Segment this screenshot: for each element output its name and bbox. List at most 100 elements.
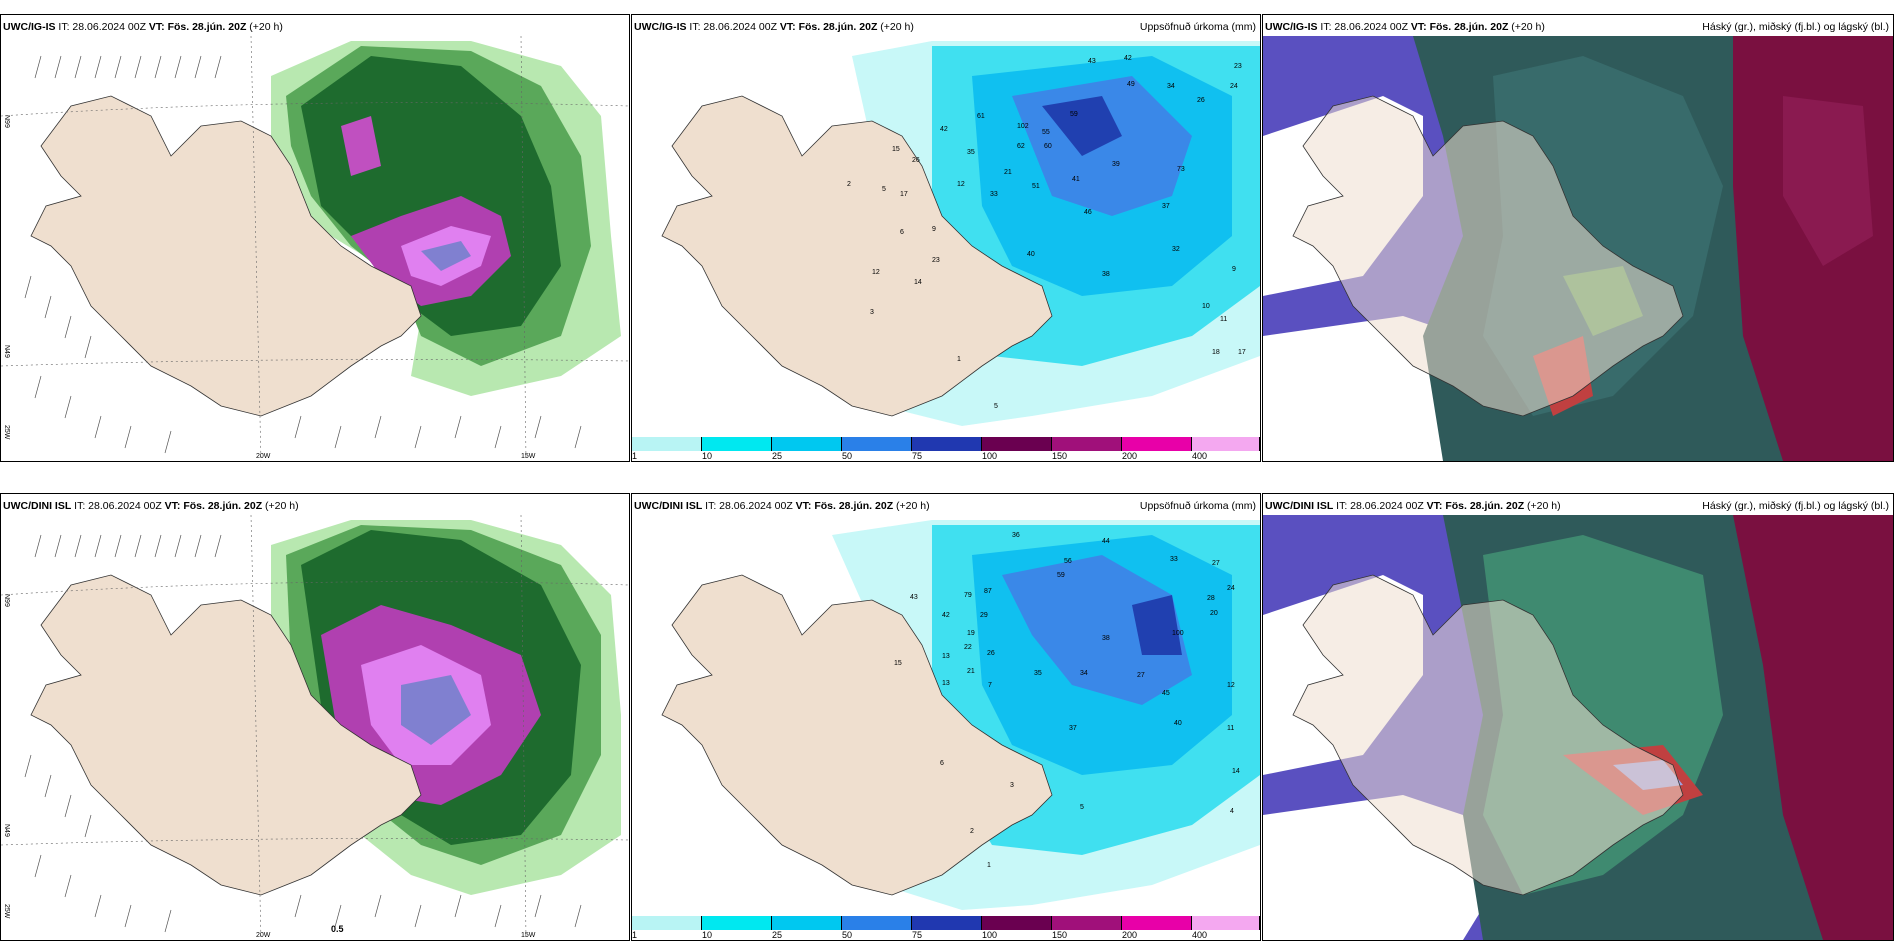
colorbar-swatch	[1192, 916, 1260, 930]
precip-value: 9	[1232, 266, 1236, 273]
precip-map: 36 44 33 27 24 28 20 56 59 87 79 43 42 1…	[632, 515, 1260, 915]
precip-value: 12	[957, 181, 965, 188]
panel-header: UWC/DINI ISL IT: 28.06.2024 00Z VT: Fös.…	[3, 500, 299, 512]
colorbar-label: 50	[842, 930, 853, 940]
precip-value: 5	[882, 186, 886, 193]
colorbar-swatch	[842, 437, 912, 451]
precip-value: 1	[957, 356, 961, 363]
colorbar-swatch	[702, 437, 772, 451]
precip-value: 17	[900, 191, 908, 198]
precip-value: 60	[1044, 143, 1052, 150]
precip-value: 9	[932, 226, 936, 233]
lat-label-mid: N49	[3, 345, 10, 358]
precip-value: 33	[1170, 556, 1178, 563]
colorbar-label: 150	[1052, 930, 1068, 940]
precip-value: 29	[980, 612, 988, 619]
precip-value: 37	[1069, 725, 1077, 732]
colorbar-swatch	[702, 916, 772, 930]
colorbar-swatch	[912, 916, 982, 930]
colorbar-label: 100	[982, 930, 998, 940]
lat-label-mid: N49	[3, 824, 10, 837]
precip-value: 21	[967, 668, 975, 675]
precip-value: 35	[1034, 670, 1042, 677]
precip-value: 79	[964, 592, 972, 599]
precip-value: 59	[1070, 111, 1078, 118]
precip-value: 56	[1064, 558, 1072, 565]
precip-value: 21	[1004, 169, 1012, 176]
precip-value: 55	[1042, 129, 1050, 136]
extra-value-label: 0.5	[331, 924, 344, 934]
precip-value: 42	[940, 126, 948, 133]
precip-value: 1	[987, 862, 991, 869]
precip-value: 51	[1032, 183, 1040, 190]
precip-value: 26	[987, 650, 995, 657]
precip-value: 19	[967, 630, 975, 637]
lat-label-top: N99	[3, 115, 10, 128]
precip-value: 33	[990, 191, 998, 198]
lon-label-right: 15W	[521, 453, 536, 460]
lon-label-left: 20W	[256, 932, 271, 939]
lon-label-left: 20W	[256, 453, 271, 460]
cloud-map	[1263, 36, 1893, 461]
precip-value: 34	[1080, 670, 1088, 677]
precip-value: 3	[870, 309, 874, 316]
colorbar-swatch	[842, 916, 912, 930]
precip-value: 6	[940, 760, 944, 767]
precip-value: 46	[1084, 209, 1092, 216]
colorbar-label: 1	[632, 930, 638, 940]
precip-value: 27	[1137, 672, 1145, 679]
precip-value: 37	[1162, 203, 1170, 210]
colorbar-label: 400	[1192, 451, 1208, 461]
precip-value: 41	[1072, 176, 1080, 183]
wind-map	[1, 515, 629, 940]
precip-value: 13	[942, 653, 950, 660]
colorbar-swatch	[772, 916, 842, 930]
precip-value: 3	[1010, 782, 1014, 789]
colorbar-label: 200	[1122, 451, 1138, 461]
panel-header: UWC/IG-IS IT: 28.06.2024 00Z VT: Fös. 28…	[1265, 21, 1889, 33]
precip-value: 42	[1124, 55, 1132, 62]
panel-header: UWC/DINI ISL IT: 28.06.2024 00Z VT: Fös.…	[1265, 500, 1889, 512]
precip-value: 100	[1172, 630, 1184, 637]
colorbar-swatch	[772, 437, 842, 451]
colorbar-swatch	[982, 437, 1052, 451]
colorbar-swatch	[1192, 437, 1260, 451]
colorbar-swatch	[1052, 916, 1122, 930]
colorbar-label: 25	[772, 930, 783, 940]
lat-label-bottom: 25W	[3, 904, 10, 919]
precip-value: 42	[942, 612, 950, 619]
precip-value: 22	[964, 644, 972, 651]
panel-ig-is-precip: UWC/IG-IS IT: 28.06.2024 00Z VT: Fös. 28…	[631, 14, 1261, 462]
precip-value: 10	[1202, 303, 1210, 310]
colorbar-label: 1	[632, 451, 638, 461]
wind-map	[1, 36, 629, 461]
precip-value: 5	[994, 403, 998, 410]
precip-value: 102	[1017, 123, 1029, 130]
precip-value: 12	[872, 269, 880, 276]
precip-value: 59	[1057, 572, 1065, 579]
colorbar-label: 50	[842, 451, 853, 461]
precip-value: 40	[1027, 251, 1035, 258]
colorbar-label: 75	[912, 451, 923, 461]
precip-value: 39	[1112, 161, 1120, 168]
precip-value: 15	[894, 660, 902, 667]
precip-value: 36	[1012, 532, 1020, 539]
colorbar-swatch	[1122, 916, 1192, 930]
precip-value: 44	[1102, 538, 1110, 545]
precip-value: 32	[1172, 246, 1180, 253]
precip-value: 18	[1212, 349, 1220, 356]
precip-value: 14	[914, 279, 922, 286]
panel-ig-is-clouds: UWC/IG-IS IT: 28.06.2024 00Z VT: Fös. 28…	[1262, 14, 1894, 462]
panel-dini-clouds: UWC/DINI ISL IT: 28.06.2024 00Z VT: Fös.…	[1262, 493, 1894, 941]
panel-header: UWC/IG-IS IT: 28.06.2024 00Z VT: Fös. 28…	[3, 21, 283, 33]
precip-value: 23	[932, 257, 940, 264]
precip-value: 38	[1102, 635, 1110, 642]
panel-header: UWC/DINI ISL IT: 28.06.2024 00Z VT: Fös.…	[634, 500, 1256, 512]
colorbar-label: 400	[1192, 930, 1208, 940]
lon-label-right: 15W	[521, 932, 536, 939]
precip-value: 34	[1167, 83, 1175, 90]
precip-value: 14	[1232, 768, 1240, 775]
precip-value: 26	[912, 157, 920, 164]
panel-header: UWC/IG-IS IT: 28.06.2024 00Z VT: Fös. 28…	[634, 21, 1256, 33]
precip-value: 62	[1017, 143, 1025, 150]
